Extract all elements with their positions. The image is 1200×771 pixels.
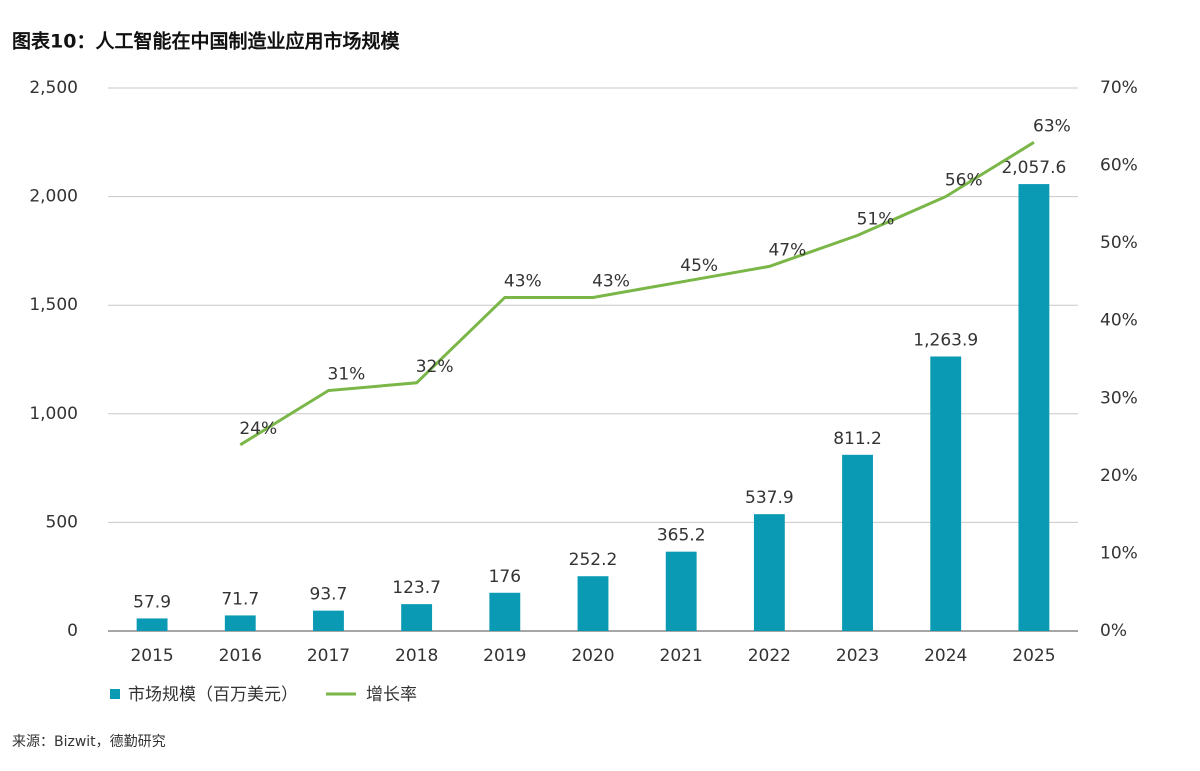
bar [930,356,962,631]
y-tick-label: 1,500 [29,295,78,315]
bar [1018,184,1050,631]
x-tick-label: 2020 [571,646,614,666]
y-tick-label: 1,000 [29,404,78,424]
bar-value-label: 252.2 [569,550,618,570]
line-value-label: 43% [504,271,542,291]
bar-value-label: 1,263.9 [913,330,978,350]
bar [313,610,344,631]
bar-value-label: 537.9 [745,488,794,508]
line-value-label: 47% [768,240,806,260]
y2-tick-label: 50% [1100,233,1138,253]
bar [401,604,433,631]
bar [224,615,256,631]
bar-value-label: 365.2 [657,526,706,546]
y-tick-label: 2,500 [29,78,78,98]
x-tick-label: 2021 [660,646,703,666]
line-value-label: 31% [328,365,366,385]
line-value-label: 63% [1033,116,1071,136]
x-tick-label: 2019 [483,646,526,666]
y-tick-label: 2,000 [29,187,78,207]
line-value-label: 24% [239,419,277,439]
bar-value-label: 57.9 [133,592,171,612]
y2-tick-label: 60% [1100,156,1138,176]
y-tick-label: 500 [46,512,78,532]
x-tick-label: 2024 [924,646,967,666]
bar-value-label: 811.2 [833,429,882,449]
y2-tick-label: 10% [1100,543,1138,563]
line-value-label: 51% [857,209,895,229]
x-tick-label: 2016 [219,646,262,666]
y2-tick-label: 30% [1100,388,1138,408]
legend-swatch [110,689,120,699]
source-note: 来源：Bizwit，德勤研究 [12,734,166,750]
legend-label: 增长率 [366,685,417,705]
line-value-label: 43% [592,271,630,291]
bar-value-label: 93.7 [310,585,348,605]
x-tick-label: 2015 [130,646,173,666]
x-tick-label: 2017 [307,646,350,666]
line-value-label: 56% [945,171,983,191]
line-value-label: 45% [680,256,718,276]
bar [489,592,521,631]
y2-tick-label: 40% [1100,311,1138,331]
line-value-label: 32% [416,357,454,377]
bar-value-label: 71.7 [221,589,259,609]
legend-label: 市场规模（百万美元） [128,685,298,705]
bar [842,454,873,631]
y-tick-label: 0 [67,621,78,641]
bar-value-label: 123.7 [392,578,441,598]
bar [577,576,609,631]
bar [753,514,785,631]
chart-title: 图表10：人工智能在中国制造业应用市场规模 [12,30,400,53]
x-tick-label: 2025 [1012,646,1055,666]
bar [665,551,697,631]
bar-value-label: 2,057.6 [1001,158,1066,178]
bar [136,618,168,631]
line [239,141,1035,447]
y2-tick-label: 20% [1100,466,1138,486]
bar-value-label: 176 [489,567,521,587]
x-tick-label: 2022 [748,646,791,666]
y2-tick-label: 0% [1100,621,1127,641]
y2-tick-label: 70% [1100,78,1138,98]
x-tick-label: 2018 [395,646,438,666]
x-tick-label: 2023 [836,646,879,666]
